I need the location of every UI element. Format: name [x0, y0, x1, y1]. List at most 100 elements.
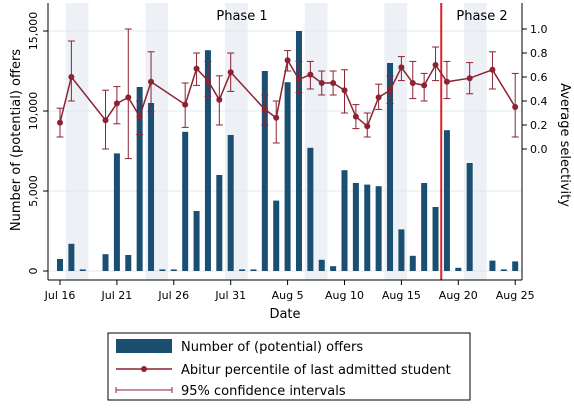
bar: [398, 229, 405, 271]
legend: Number of (potential) offers Abitur perce…: [107, 332, 471, 401]
bar: [148, 103, 155, 271]
legend-label: Number of (potential) offers: [181, 340, 363, 355]
point: [204, 77, 211, 84]
bar: [204, 50, 211, 272]
point: [125, 94, 132, 101]
point: [352, 113, 359, 120]
point: [102, 117, 109, 124]
point: [375, 94, 382, 101]
legend-label: Abitur percentile of last admitted stude…: [181, 363, 451, 378]
point: [68, 74, 75, 80]
x-tick-label: Aug 25: [496, 289, 535, 302]
point: [113, 100, 120, 107]
bar: [261, 71, 268, 271]
y-right-tick-label: 0.2: [530, 119, 548, 132]
bar: [455, 267, 462, 271]
point: [216, 96, 223, 103]
point: [136, 113, 143, 120]
x-tick-label: Jul 16: [44, 289, 76, 302]
y-right-tick-label: 0.0: [530, 143, 548, 156]
point: [182, 101, 189, 108]
bar: [318, 259, 325, 271]
point: [261, 106, 268, 113]
point: [330, 80, 337, 86]
phase-1-label: Phase 1: [216, 9, 267, 24]
bar: [113, 153, 120, 271]
weekend-band: [304, 3, 317, 280]
point: [364, 123, 371, 130]
point: [443, 78, 450, 85]
bar: [57, 259, 63, 271]
x-tick-label: Aug 15: [382, 289, 421, 302]
bar: [307, 147, 314, 271]
point: [466, 75, 473, 82]
bar: [364, 184, 371, 271]
y-left-tick-label: 10,000: [27, 92, 40, 131]
bar: [136, 87, 143, 271]
point: [387, 87, 394, 94]
weekend-band: [316, 3, 328, 280]
bar: [284, 82, 291, 271]
weekend-band: [65, 3, 78, 280]
weekend-band: [475, 3, 487, 280]
bar: [295, 31, 302, 271]
x-axis-title: Date: [269, 307, 300, 322]
weekend-band: [236, 3, 248, 280]
y-left-tick-label: 5,000: [27, 175, 40, 207]
bar: [273, 200, 280, 271]
y-right-tick-label: 0.4: [530, 95, 548, 108]
bar: [250, 269, 257, 271]
x-tick-label: Aug 10: [325, 289, 364, 302]
bar: [489, 260, 496, 271]
point: [307, 71, 314, 78]
weekend-band: [395, 3, 408, 280]
bar: [125, 255, 132, 271]
bar: [352, 183, 359, 271]
bar: [409, 255, 416, 271]
y-left-tick-label: 0: [27, 268, 40, 275]
x-tick-label: Aug 20: [439, 289, 478, 302]
point: [295, 76, 302, 83]
bar: [512, 261, 519, 271]
y-right-tick-label: 0.6: [530, 71, 548, 84]
legend-label: 95% confidence intervals: [181, 384, 346, 399]
bar: [432, 207, 439, 271]
point: [489, 66, 496, 73]
legend-swatch-marker: [141, 366, 147, 372]
x-tick-label: Jul 21: [101, 289, 133, 302]
bar: [341, 170, 348, 271]
x-tick-label: Aug 5: [272, 289, 304, 302]
phase-2-label: Phase 2: [456, 9, 507, 24]
bar: [421, 183, 428, 271]
bar: [170, 269, 177, 271]
point: [341, 87, 348, 94]
point: [284, 57, 291, 64]
point: [512, 104, 519, 110]
line-series: [57, 57, 519, 130]
point: [318, 80, 325, 86]
weekend-band: [77, 3, 89, 280]
bar: [239, 269, 246, 271]
axes: [43, 3, 527, 285]
weekend-band: [463, 3, 476, 280]
point: [432, 62, 439, 68]
bar: [466, 163, 473, 271]
y-right-tick-label: 1.0: [530, 23, 548, 36]
point: [227, 69, 234, 76]
y-axis-title-left: Number of (potential) offers: [9, 49, 24, 231]
bar: [227, 135, 234, 271]
bar: [500, 269, 507, 271]
bar: [387, 63, 394, 271]
point: [193, 65, 200, 72]
y-axis-title-right: Average selectivity: [557, 83, 572, 207]
point: [148, 78, 155, 85]
bar: [159, 269, 166, 271]
bar-series: [57, 31, 519, 272]
legend-swatch-bar: [116, 339, 172, 353]
labels: 0 5,000 10,000 15,000 0.0 0.2 0.4 0.6 0.8 1.0 Jul …: [9, 9, 572, 322]
bar: [216, 175, 223, 271]
point: [398, 64, 405, 71]
bar: [102, 254, 109, 271]
